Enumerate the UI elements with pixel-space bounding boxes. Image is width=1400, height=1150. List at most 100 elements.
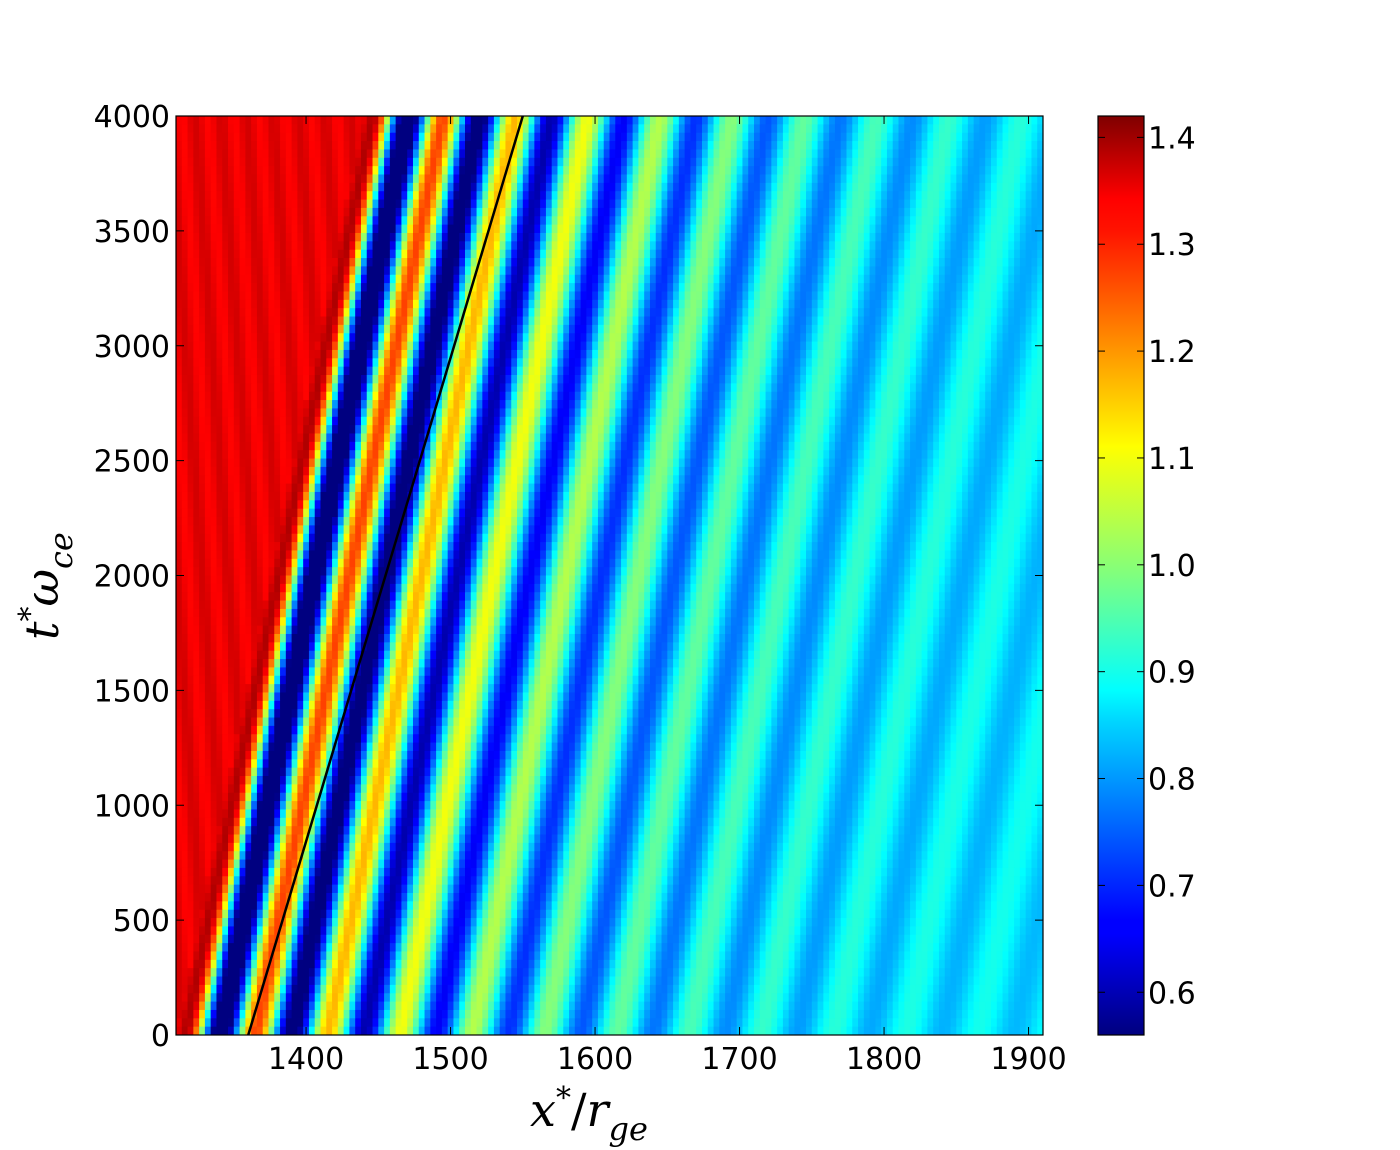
heatmap-cell (1025, 166, 1033, 176)
heatmap-cell (667, 199, 674, 209)
heatmap-cell (782, 266, 790, 276)
heatmap-cell (615, 341, 622, 351)
heatmap-cell (985, 174, 992, 184)
heatmap-cell (355, 258, 362, 267)
heatmap-cell (956, 241, 963, 251)
heatmap-cell (707, 341, 715, 351)
heatmap-cell (713, 383, 720, 393)
heatmap-cell (921, 166, 928, 176)
heatmap-cell (343, 299, 350, 309)
heatmap-cell (349, 299, 356, 309)
heatmap-cell (256, 124, 264, 134)
heatmap-cell (216, 249, 223, 259)
heatmap-cell (511, 249, 518, 259)
heatmap-cell (360, 316, 368, 326)
heatmap-cell (412, 149, 420, 159)
heatmap-cell (621, 366, 628, 376)
heatmap-cell (777, 149, 784, 159)
heatmap-cell (569, 216, 576, 226)
heatmap-cell (696, 249, 703, 259)
heatmap-cell (921, 349, 928, 359)
heatmap-cell (892, 316, 900, 326)
heatmap-cell (355, 349, 362, 359)
heatmap-cell (904, 216, 911, 226)
heatmap-cell (262, 207, 270, 217)
heatmap-cell (863, 174, 871, 184)
heatmap-cell (742, 207, 749, 217)
heatmap-cell (517, 291, 524, 301)
heatmap-cell (759, 291, 767, 301)
heatmap-cell (297, 116, 304, 125)
heatmap-cell (441, 283, 449, 293)
heatmap-cell (990, 349, 998, 359)
heatmap-cell (251, 241, 258, 251)
heatmap-cell (719, 324, 726, 334)
heatmap-cell (522, 333, 530, 343)
heatmap-cell (326, 291, 333, 301)
heatmap-cell (921, 341, 928, 351)
heatmap-cell (459, 224, 466, 234)
heatmap-cell (308, 291, 316, 301)
heatmap-cell (436, 333, 443, 343)
heatmap-cell (701, 266, 709, 276)
heatmap-cell (551, 349, 559, 359)
heatmap-cell (829, 141, 836, 151)
heatmap-cell (528, 358, 535, 368)
heatmap-cell (384, 166, 391, 176)
heatmap-cell (742, 341, 749, 351)
heatmap-cell (956, 283, 963, 293)
heatmap-cell (574, 166, 582, 176)
heatmap-cell (1002, 308, 1009, 318)
heatmap-cell (748, 383, 755, 393)
heatmap-cell (453, 308, 460, 318)
heatmap-cell (268, 241, 275, 251)
heatmap-cell (280, 358, 287, 368)
heatmap-cell (603, 316, 611, 326)
heatmap-cell (811, 349, 819, 359)
heatmap-cell (927, 174, 934, 184)
heatmap-cell (176, 116, 183, 125)
heatmap-cell (447, 141, 455, 151)
heatmap-cell (921, 324, 928, 334)
heatmap-cell (216, 308, 223, 318)
heatmap-cell (355, 166, 362, 176)
heatmap-cell (280, 182, 287, 192)
heatmap-cell (1031, 274, 1038, 284)
heatmap-cell (592, 182, 599, 192)
heatmap-cell (701, 366, 709, 376)
heatmap-cell (528, 283, 535, 293)
heatmap-cell (297, 249, 304, 259)
heatmap-cell (326, 266, 333, 276)
heatmap-cell (886, 299, 894, 309)
heatmap-cell (1025, 283, 1033, 293)
heatmap-cell (881, 241, 888, 251)
heatmap-cell (881, 182, 888, 192)
heatmap-cell (407, 383, 414, 393)
heatmap-cell (372, 149, 379, 159)
heatmap-cell (528, 374, 535, 384)
heatmap-cell (303, 274, 310, 284)
heatmap-cell (678, 333, 686, 343)
heatmap-cell (424, 207, 431, 217)
heatmap-cell (505, 333, 512, 343)
heatmap-cell (199, 232, 206, 242)
heatmap-cell (782, 116, 790, 125)
heatmap-cell (314, 174, 322, 184)
heatmap-cell (800, 358, 807, 368)
heatmap-cell (355, 191, 362, 201)
heatmap-cell (990, 308, 998, 318)
heatmap-cell (412, 341, 420, 351)
heatmap-cell (892, 132, 900, 142)
heatmap-cell (684, 157, 692, 167)
heatmap-cell (574, 224, 582, 234)
heatmap-cell (875, 374, 882, 384)
heatmap-cell (996, 207, 1004, 217)
heatmap-cell (869, 157, 876, 167)
heatmap-cell (511, 266, 518, 276)
heatmap-cell (915, 166, 923, 176)
heatmap-cell (545, 141, 553, 151)
heatmap-cell (956, 149, 963, 159)
heatmap-cell (898, 324, 905, 334)
heatmap-cell (956, 157, 963, 167)
heatmap-cell (453, 191, 460, 201)
